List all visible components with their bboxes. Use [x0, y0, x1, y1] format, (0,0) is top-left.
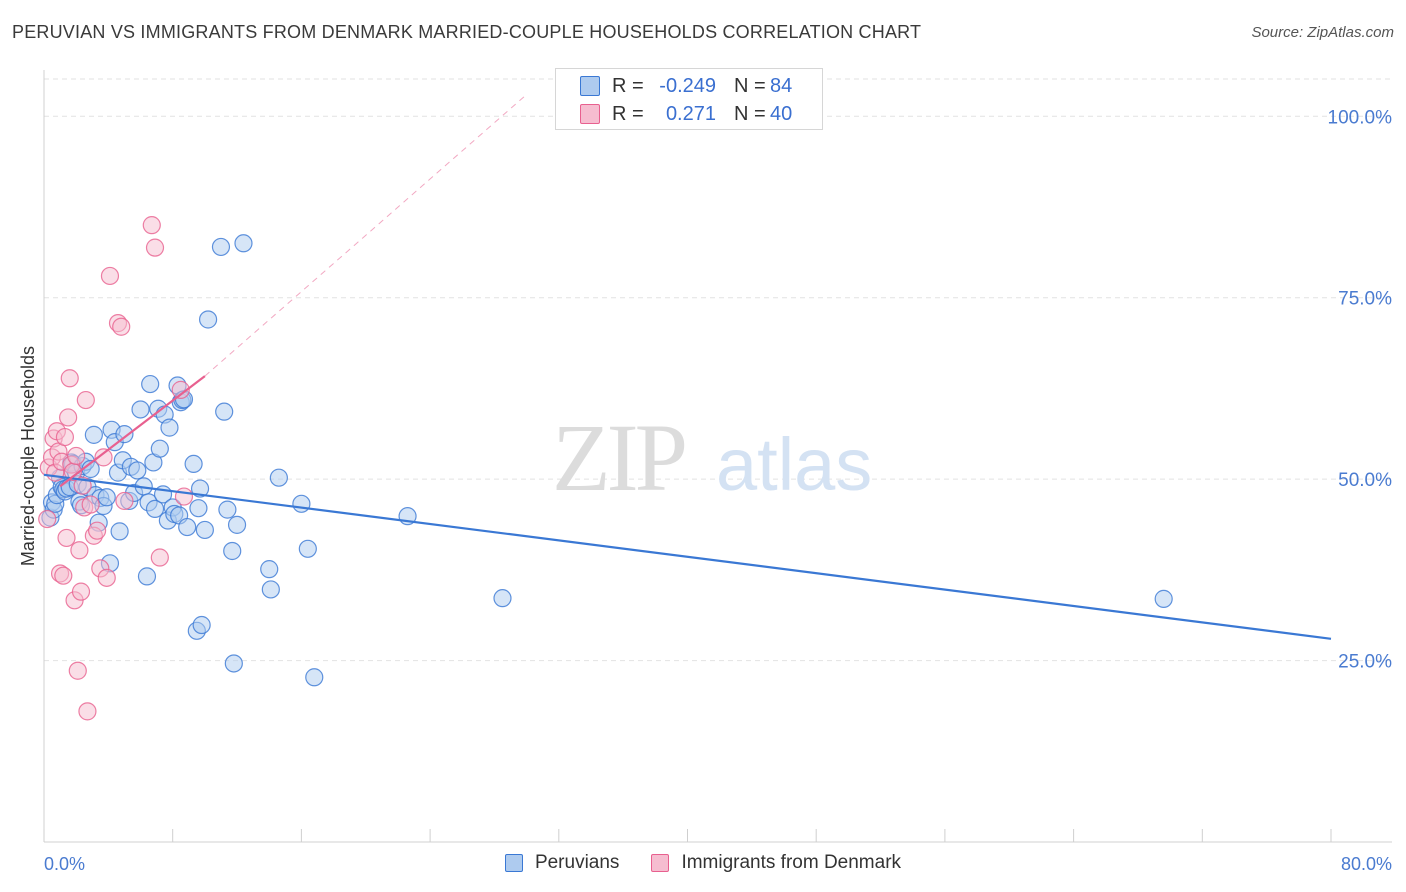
data-point: [128, 461, 147, 480]
data-point: [142, 216, 161, 235]
data-point: [261, 580, 280, 599]
denmark-swatch: [580, 104, 600, 124]
data-point: [76, 390, 95, 410]
data-point: [298, 539, 317, 558]
data-point: [84, 425, 103, 444]
data-point: [198, 310, 218, 329]
data-point: [87, 521, 107, 540]
data-point: [97, 568, 116, 587]
y-tick-label: 50.0%: [1338, 470, 1392, 491]
source-credit: Source: ZipAtlas.com: [1251, 24, 1394, 41]
data-point: [137, 567, 157, 586]
data-point: [141, 374, 160, 394]
y-tick-label: 75.0%: [1338, 289, 1392, 310]
x-ticks: [43, 829, 1332, 842]
data-point: [67, 446, 86, 466]
legend-item-denmark[interactable]: Immigrants from Denmark: [651, 852, 901, 874]
data-point: [68, 661, 87, 680]
watermark-zip: ZIP: [552, 404, 685, 511]
data-point: [1154, 589, 1173, 608]
y-tick-label: 100.0%: [1328, 107, 1393, 128]
data-point: [215, 402, 234, 421]
data-point: [218, 500, 237, 519]
data-point: [223, 541, 242, 561]
watermark: ZIP atlas: [552, 404, 872, 511]
stats-legend: R = -0.249 N = 84 R = 0.271 N = 40: [555, 68, 823, 130]
legend-label-peruvians: Peruvians: [534, 852, 620, 873]
data-point: [174, 487, 194, 506]
data-point: [189, 499, 208, 518]
data-point: [493, 589, 512, 608]
data-point: [150, 439, 169, 458]
y-axis-label: Married-couple Households: [18, 346, 38, 566]
trend-line-peruvians: [43, 473, 1332, 640]
data-point: [224, 654, 243, 673]
data-point: [260, 560, 279, 579]
data-point: [192, 615, 211, 635]
data-point: [131, 400, 150, 419]
gridlines: [44, 78, 1392, 662]
watermark-atlas: atlas: [716, 423, 872, 506]
data-point: [59, 408, 78, 427]
data-point: [190, 479, 210, 498]
r-value: -0.249: [659, 74, 716, 97]
r-value: 0.271: [665, 102, 716, 125]
data-point: [110, 522, 129, 541]
data-point: [292, 494, 311, 513]
legend-item-peruvians[interactable]: Peruvians: [504, 852, 620, 874]
trend-line-denmark: [59, 375, 206, 488]
data-point: [150, 548, 169, 567]
data-point: [115, 491, 134, 511]
data-point: [100, 266, 120, 286]
data-point: [211, 237, 231, 257]
data-point: [55, 427, 75, 447]
data-point: [60, 369, 79, 388]
data-point: [54, 566, 73, 585]
n-label: N =: [734, 74, 766, 97]
data-point: [145, 499, 165, 518]
x-tick-label-min: 0.0%: [44, 854, 85, 874]
series-denmark-points: [38, 216, 194, 721]
data-point: [81, 495, 100, 514]
data-point: [115, 425, 134, 444]
data-point: [195, 520, 214, 540]
r-label: R =: [612, 74, 644, 97]
bottom-legend: Peruvians Immigrants from Denmark: [0, 852, 1406, 874]
data-point: [57, 528, 76, 548]
trend-lines: [43, 94, 1332, 640]
y-tick-labels: 25.0% 50.0% 75.0% 100.0%: [1328, 107, 1393, 672]
peruvians-swatch: [580, 76, 600, 96]
y-tick-label: 25.0%: [1338, 652, 1392, 673]
data-point: [184, 454, 203, 474]
data-point: [269, 468, 288, 487]
data-point: [97, 488, 116, 507]
chart-title: PERUVIAN VS IMMIGRANTS FROM DENMARK MARR…: [12, 22, 922, 42]
data-point: [145, 238, 165, 257]
legend-label-denmark: Immigrants from Denmark: [681, 852, 902, 873]
n-label: N =: [734, 102, 766, 125]
data-point: [112, 317, 131, 336]
data-point: [160, 418, 179, 437]
r-label: R =: [612, 102, 644, 125]
data-point: [70, 541, 89, 560]
data-point: [305, 668, 324, 687]
legend-swatch-denmark: [651, 854, 670, 872]
data-point: [234, 234, 253, 253]
data-point: [78, 702, 97, 721]
n-value: 40: [770, 102, 793, 125]
data-point: [73, 476, 92, 495]
data-point: [71, 582, 91, 601]
data-point: [94, 448, 113, 467]
data-point: [38, 509, 57, 529]
legend-swatch-peruvians: [504, 854, 523, 872]
data-point: [227, 515, 247, 534]
trend-line-denmark-extension: [204, 94, 527, 377]
data-point: [171, 380, 190, 399]
data-point: [178, 517, 197, 537]
x-tick-label-max: 80.0%: [1341, 854, 1392, 874]
n-value: 84: [770, 74, 793, 97]
